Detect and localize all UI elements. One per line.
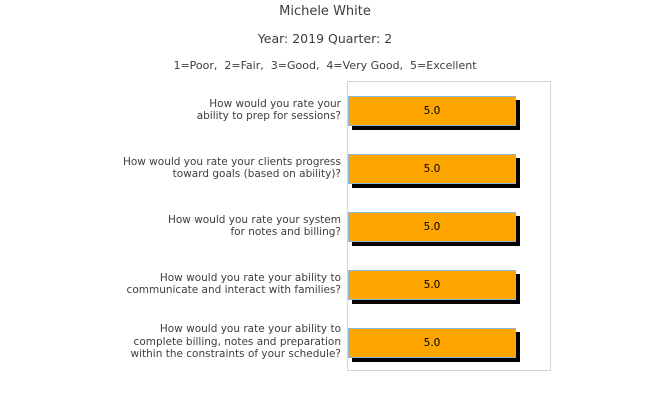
rating-bar: 5.0 (348, 328, 516, 358)
category-labels: How would you rate your ability to prep … (0, 81, 341, 371)
plot-area: 5.0 5.0 5.0 5.0 5.0 (347, 81, 551, 371)
question-label: How would you rate your system for notes… (167, 213, 341, 239)
rating-bar: 5.0 (348, 96, 516, 126)
chart-subtitle: Year: 2019 Quarter: 2 (257, 31, 393, 46)
bar-value-label: 5.0 (423, 221, 441, 233)
bar-value-label: 5.0 (423, 105, 441, 117)
chart-title: Michele White (279, 4, 371, 19)
rating-bar: 5.0 (348, 212, 516, 242)
question-label: How would you rate your clients progress… (122, 155, 341, 181)
rating-bar: 5.0 (348, 154, 516, 184)
rating-bar: 5.0 (348, 270, 516, 300)
question-label: How would you rate your ability to compl… (130, 323, 341, 361)
bar-value-label: 5.0 (423, 279, 441, 291)
bar-value-label: 5.0 (423, 337, 441, 349)
question-label: How would you rate your ability to commu… (126, 271, 341, 297)
rating-scale-legend: 1=Poor, 2=Fair, 3=Good, 4=Very Good, 5=E… (173, 59, 477, 72)
question-label: How would you rate your ability to prep … (196, 97, 341, 123)
bar-value-label: 5.0 (423, 163, 441, 175)
